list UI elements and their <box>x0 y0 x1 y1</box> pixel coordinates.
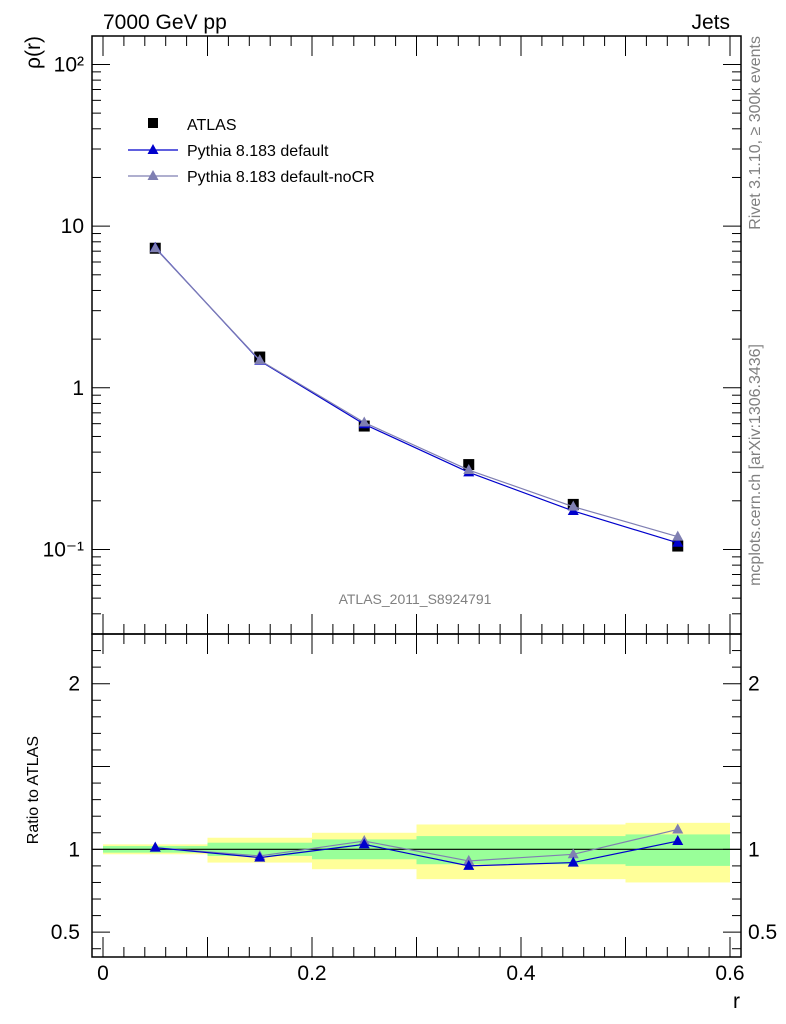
legend-label-default: Pythia 8.183 default <box>187 143 329 160</box>
main-point-series-2 <box>567 500 579 511</box>
ratio-point-series-1 <box>567 848 579 859</box>
legend: ATLAS Pythia 8.183 default Pythia 8.183 … <box>128 117 375 186</box>
legend-marker-default <box>147 144 159 154</box>
analysis-watermark: ATLAS_2011_S8924791 <box>339 591 492 607</box>
ratio-y-tick-label: 0.5 <box>51 921 80 944</box>
ratio-y-tick-label: 1 <box>68 838 80 861</box>
x-tick-label: 0.2 <box>297 962 326 985</box>
header-right-title: Jets <box>691 11 730 34</box>
main-series-line-1 <box>154 247 678 544</box>
legend-marker-atlas <box>148 118 158 128</box>
ratio-point-series-0 <box>149 841 161 852</box>
header-left-title: 7000 GeV pp <box>103 11 227 34</box>
x-tick-label: 0.4 <box>506 962 536 985</box>
ratio-point-series-0 <box>672 835 684 846</box>
ratio-series-line-1 <box>155 828 678 862</box>
ratio-ylabel: Ratio to ATLAS <box>25 736 42 844</box>
x-tick-label: 0 <box>97 962 109 985</box>
main-y-tick-label: 10 <box>61 215 84 238</box>
legend-label-nocr: Pythia 8.183 default-noCR <box>187 169 375 186</box>
ratio-y-tick-label-right: 0.5 <box>748 921 777 944</box>
main-point-series-2 <box>358 416 370 427</box>
main-ylabel: ρ(r) <box>22 36 45 69</box>
side-text-top: Rivet 3.1.10, ≥ 300k events <box>747 36 764 230</box>
ratio-series-line-0 <box>155 840 678 867</box>
legend-label-atlas: ATLAS <box>187 117 237 134</box>
ratio-point-series-0 <box>254 851 266 862</box>
main-y-tick-label: 1 <box>72 377 84 400</box>
main-point-series-2 <box>149 242 161 253</box>
main-y-tick-label: 10² <box>54 53 84 76</box>
main-point-series-1 <box>672 536 684 547</box>
x-tick-label: 0.6 <box>715 962 744 985</box>
legend-marker-nocr <box>147 170 159 180</box>
side-text-bottom: mcplots.cern.ch [arXiv:1306.3436] <box>747 344 764 586</box>
ratio-point-series-1 <box>672 823 684 834</box>
ratio-y-tick-label: 2 <box>68 673 80 696</box>
ratio-point-series-0 <box>567 856 579 867</box>
ratio-point-series-0 <box>463 859 475 870</box>
main-series-line-2 <box>154 247 678 538</box>
ratio-xlabel: r <box>733 990 740 1013</box>
main-point-series-2 <box>254 354 266 365</box>
ratio-y-tick-label-right: 2 <box>748 673 760 696</box>
main-point-series-2 <box>672 530 684 541</box>
ratio-y-tick-label-right: 1 <box>748 838 760 861</box>
main-y-tick-label: 10⁻¹ <box>43 538 84 561</box>
ratio-point-series-0 <box>358 838 370 849</box>
main-point-series-2 <box>463 464 475 475</box>
ratio-frame <box>91 633 742 958</box>
